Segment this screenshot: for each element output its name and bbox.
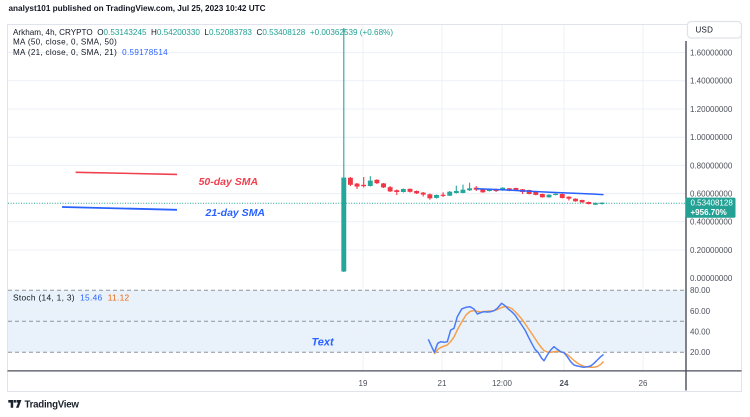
svg-text:Text: Text [312, 336, 336, 348]
svg-text:80.00: 80.00 [690, 286, 711, 295]
svg-text:Stoch (14, 1, 3) 15.46 11.12: Stoch (14, 1, 3) 15.46 11.12 [13, 292, 130, 302]
svg-text:MA (21, close, 0, SMA, 21) 0.: MA (21, close, 0, SMA, 21) 0.59178514 [13, 48, 168, 57]
svg-text:+956.70%: +956.70% [691, 208, 727, 217]
svg-text:0.40000000: 0.40000000 [690, 218, 733, 227]
svg-text:0.00000000: 0.00000000 [690, 274, 733, 283]
svg-text:40.00: 40.00 [690, 328, 711, 337]
svg-text:USD: USD [696, 26, 714, 35]
svg-text:Arkham, 4h, CRYPTO O0.5314324: Arkham, 4h, CRYPTO O0.53143245 H0.542003… [13, 28, 393, 37]
svg-text:0.53408128: 0.53408128 [691, 199, 734, 208]
svg-text:0.80000000: 0.80000000 [690, 161, 733, 170]
svg-text:19: 19 [359, 379, 368, 388]
svg-text:12:00: 12:00 [492, 379, 513, 388]
svg-text:1.60000000: 1.60000000 [690, 49, 733, 58]
svg-text:20.00: 20.00 [690, 348, 711, 357]
svg-text:1.00000000: 1.00000000 [690, 133, 733, 142]
svg-text:1.20000000: 1.20000000 [690, 105, 733, 114]
svg-text:analyst101 published on Tradin: analyst101 published on TradingView.com,… [9, 4, 266, 13]
svg-text:21-day SMA: 21-day SMA [205, 207, 266, 219]
svg-text:0.20000000: 0.20000000 [690, 246, 733, 255]
svg-text:21: 21 [438, 379, 447, 388]
svg-text:50-day SMA: 50-day SMA [199, 176, 259, 188]
svg-text:MA (50, close, 0, SMA, 50): MA (50, close, 0, SMA, 50) [13, 38, 117, 47]
svg-text:60.00: 60.00 [690, 307, 711, 316]
svg-text:1.40000000: 1.40000000 [690, 77, 733, 86]
svg-text:0.60000000: 0.60000000 [690, 190, 733, 199]
svg-text:24: 24 [560, 379, 569, 388]
svg-text:26: 26 [639, 379, 648, 388]
svg-text:TradingView: TradingView [25, 399, 80, 410]
